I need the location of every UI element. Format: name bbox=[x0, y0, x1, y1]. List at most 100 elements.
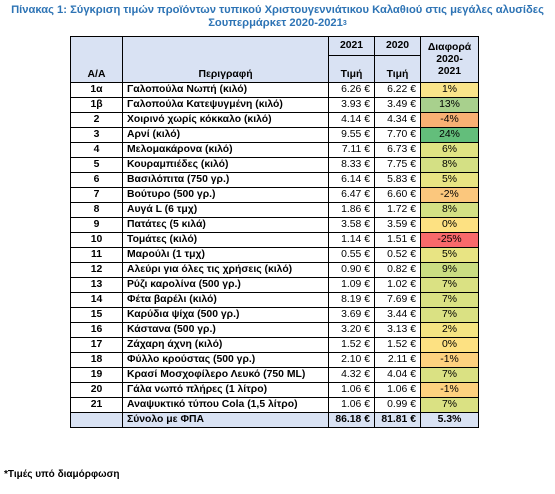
row-price-2020: 3.44 € bbox=[374, 307, 421, 323]
table-row: 13 Ρύζι καρολίνα (500 γρ.) 1.09 €1.02 €7% bbox=[70, 277, 479, 293]
table-row: 21 Αναψυκτικό τύπου Cola (1,5 λίτρο) 1.06 … bbox=[70, 397, 479, 413]
row-diff: 5% bbox=[420, 247, 479, 263]
title-line-2: Σουπερμάρκετ 2020-20213 bbox=[0, 17, 555, 30]
table-row: 2 Χοιρινό χωρίς κόκκαλο (κιλό) 4.14 €4.34 … bbox=[70, 112, 479, 128]
row-price-2021: 0.55 € bbox=[328, 247, 375, 263]
row-price-2021: 2.10 € bbox=[328, 352, 375, 368]
row-description: Βασιλόπιτα (750 γρ.) bbox=[122, 172, 329, 188]
header-price-2021: Τιμή bbox=[328, 55, 375, 83]
row-price-2021: 1.14 € bbox=[328, 232, 375, 248]
row-price-2020: 1.02 € bbox=[374, 277, 421, 293]
row-diff: -2% bbox=[420, 187, 479, 203]
row-aa: 2 bbox=[70, 112, 123, 128]
row-diff: -25% bbox=[420, 232, 479, 248]
row-price-2021: 1.06 € bbox=[328, 397, 375, 413]
row-description: Χοιρινό χωρίς κόκκαλο (κιλό) bbox=[122, 112, 329, 128]
row-price-2020: 5.83 € bbox=[374, 172, 421, 188]
row-aa: 6 bbox=[70, 172, 123, 188]
table-row: 1α Γαλοπούλα Νωπή (κιλό) 6.26 €6.22 €1% bbox=[70, 82, 479, 98]
title-line-2-text: Σουπερμάρκετ 2020-2021 bbox=[208, 17, 343, 29]
row-price-2020: 4.34 € bbox=[374, 112, 421, 128]
row-description: Ζάχαρη άχνη (κιλό) bbox=[122, 337, 329, 353]
row-aa: 15 bbox=[70, 307, 123, 323]
row-price-2021: 3.69 € bbox=[328, 307, 375, 323]
table-row: 15 Καρύδια ψίχα (500 γρ.) 3.69 €3.44 €7% bbox=[70, 307, 479, 323]
row-price-2020: 3.13 € bbox=[374, 322, 421, 338]
row-price-2021: 1.52 € bbox=[328, 337, 375, 353]
row-price-2020: 3.49 € bbox=[374, 97, 421, 113]
row-description: Κρασί Μοσχοφίλερο Λευκό (750 ML) bbox=[122, 367, 329, 383]
header-diff: Διαφορά 2020- 2021 bbox=[420, 36, 479, 83]
header-row-years: Α/Α Περιγραφή 2021 2020 Διαφορά 2020- 20… bbox=[70, 36, 479, 83]
total-diff: 5.3% bbox=[420, 412, 479, 428]
row-price-2021: 7.11 € bbox=[328, 142, 375, 158]
row-description: Πατάτες (5 κιλά) bbox=[122, 217, 329, 233]
row-price-2021: 4.14 € bbox=[328, 112, 375, 128]
row-aa: 10 bbox=[70, 232, 123, 248]
row-diff: 7% bbox=[420, 307, 479, 323]
row-aa: 18 bbox=[70, 352, 123, 368]
row-description: Μελομακάρονα (κιλό) bbox=[122, 142, 329, 158]
table-row: 16 Κάστανα (500 γρ.) 3.20 €3.13 €2% bbox=[70, 322, 479, 338]
header-diff-line2: 2020- bbox=[436, 53, 463, 65]
row-description: Αναψυκτικό τύπου Cola (1,5 λίτρο) bbox=[122, 397, 329, 413]
row-description: Τομάτες (κιλό) bbox=[122, 232, 329, 248]
row-description: Αρνί (κιλό) bbox=[122, 127, 329, 143]
row-price-2020: 1.06 € bbox=[374, 382, 421, 398]
row-diff: 8% bbox=[420, 202, 479, 218]
total-price-2021: 86.18 € bbox=[328, 412, 375, 428]
row-aa: 4 bbox=[70, 142, 123, 158]
row-price-2020: 1.51 € bbox=[374, 232, 421, 248]
row-aa: 19 bbox=[70, 367, 123, 383]
row-price-2020: 0.82 € bbox=[374, 262, 421, 278]
row-description: Καρύδια ψίχα (500 γρ.) bbox=[122, 307, 329, 323]
row-description: Γαλοπούλα Κατεψυγμένη (κιλό) bbox=[122, 97, 329, 113]
table-row: 7 Βούτυρο (500 γρ.) 6.47 €6.60 € -2% bbox=[70, 187, 479, 203]
table-row: 6 Βασιλόπιτα (750 γρ.) 6.14 €5.83 €5% bbox=[70, 172, 479, 188]
row-diff: 7% bbox=[420, 277, 479, 293]
row-description: Αυγά L (6 τμχ) bbox=[122, 202, 329, 218]
row-description: Κουραμπιέδες (κιλό) bbox=[122, 157, 329, 173]
row-description: Αλεύρι για όλες τις χρήσεις (κιλό) bbox=[122, 262, 329, 278]
header-2020: 2020 bbox=[374, 36, 421, 56]
row-diff: 0% bbox=[420, 337, 479, 353]
row-aa: 21 bbox=[70, 397, 123, 413]
table-row: 12 Αλεύρι για όλες τις χρήσεις (κιλό) 0.90… bbox=[70, 262, 479, 278]
table-row: 1β Γαλοπούλα Κατεψυγμένη (κιλό) 3.93 €3.49… bbox=[70, 97, 479, 113]
row-diff: 1% bbox=[420, 82, 479, 98]
table-row: 11 Μαρούλι (1 τμχ) 0.55 €0.52 €5% bbox=[70, 247, 479, 263]
header-aa: Α/Α bbox=[70, 36, 123, 83]
row-price-2021: 4.32 € bbox=[328, 367, 375, 383]
row-diff: 6% bbox=[420, 142, 479, 158]
row-aa: 9 bbox=[70, 217, 123, 233]
total-label: Σύνολο με ΦΠΑ bbox=[122, 412, 329, 428]
title-line-1: Πίνακας 1: Σύγκριση τιμών προϊόντων τυπι… bbox=[11, 4, 544, 16]
row-aa: 13 bbox=[70, 277, 123, 293]
row-diff: 8% bbox=[420, 157, 479, 173]
row-aa: 17 bbox=[70, 337, 123, 353]
row-aa: 14 bbox=[70, 292, 123, 308]
row-aa: 12 bbox=[70, 262, 123, 278]
table-row: 14 Φέτα βαρέλι (κιλό) 8.19 €7.69 €7% bbox=[70, 292, 479, 308]
row-price-2021: 8.33 € bbox=[328, 157, 375, 173]
row-diff: -1% bbox=[420, 352, 479, 368]
header-row-price: Τιμή Τιμή bbox=[71, 55, 479, 83]
row-price-2021: 6.47 € bbox=[328, 187, 375, 203]
table-row: 5 Κουραμπιέδες (κιλό) 8.33 €7.75 €8% bbox=[70, 157, 479, 173]
row-price-2021: 1.09 € bbox=[328, 277, 375, 293]
row-price-2021: 3.58 € bbox=[328, 217, 375, 233]
row-aa: 7 bbox=[70, 187, 123, 203]
row-diff: 7% bbox=[420, 292, 479, 308]
row-aa: 11 bbox=[70, 247, 123, 263]
row-price-2021: 1.06 € bbox=[328, 382, 375, 398]
footnote: *Τιμές υπό διαμόρφωση bbox=[4, 469, 120, 480]
row-description: Ρύζι καρολίνα (500 γρ.) bbox=[122, 277, 329, 293]
row-aa: 5 bbox=[70, 157, 123, 173]
footnote-ref: 3 bbox=[342, 20, 347, 27]
row-description: Γάλα νωπό πλήρες (1 λίτρο) bbox=[122, 382, 329, 398]
row-aa: 20 bbox=[70, 382, 123, 398]
row-price-2020: 4.04 € bbox=[374, 367, 421, 383]
header-2021: 2021 bbox=[328, 36, 375, 56]
row-aa: 1β bbox=[70, 97, 123, 113]
row-price-2020: 7.70 € bbox=[374, 127, 421, 143]
